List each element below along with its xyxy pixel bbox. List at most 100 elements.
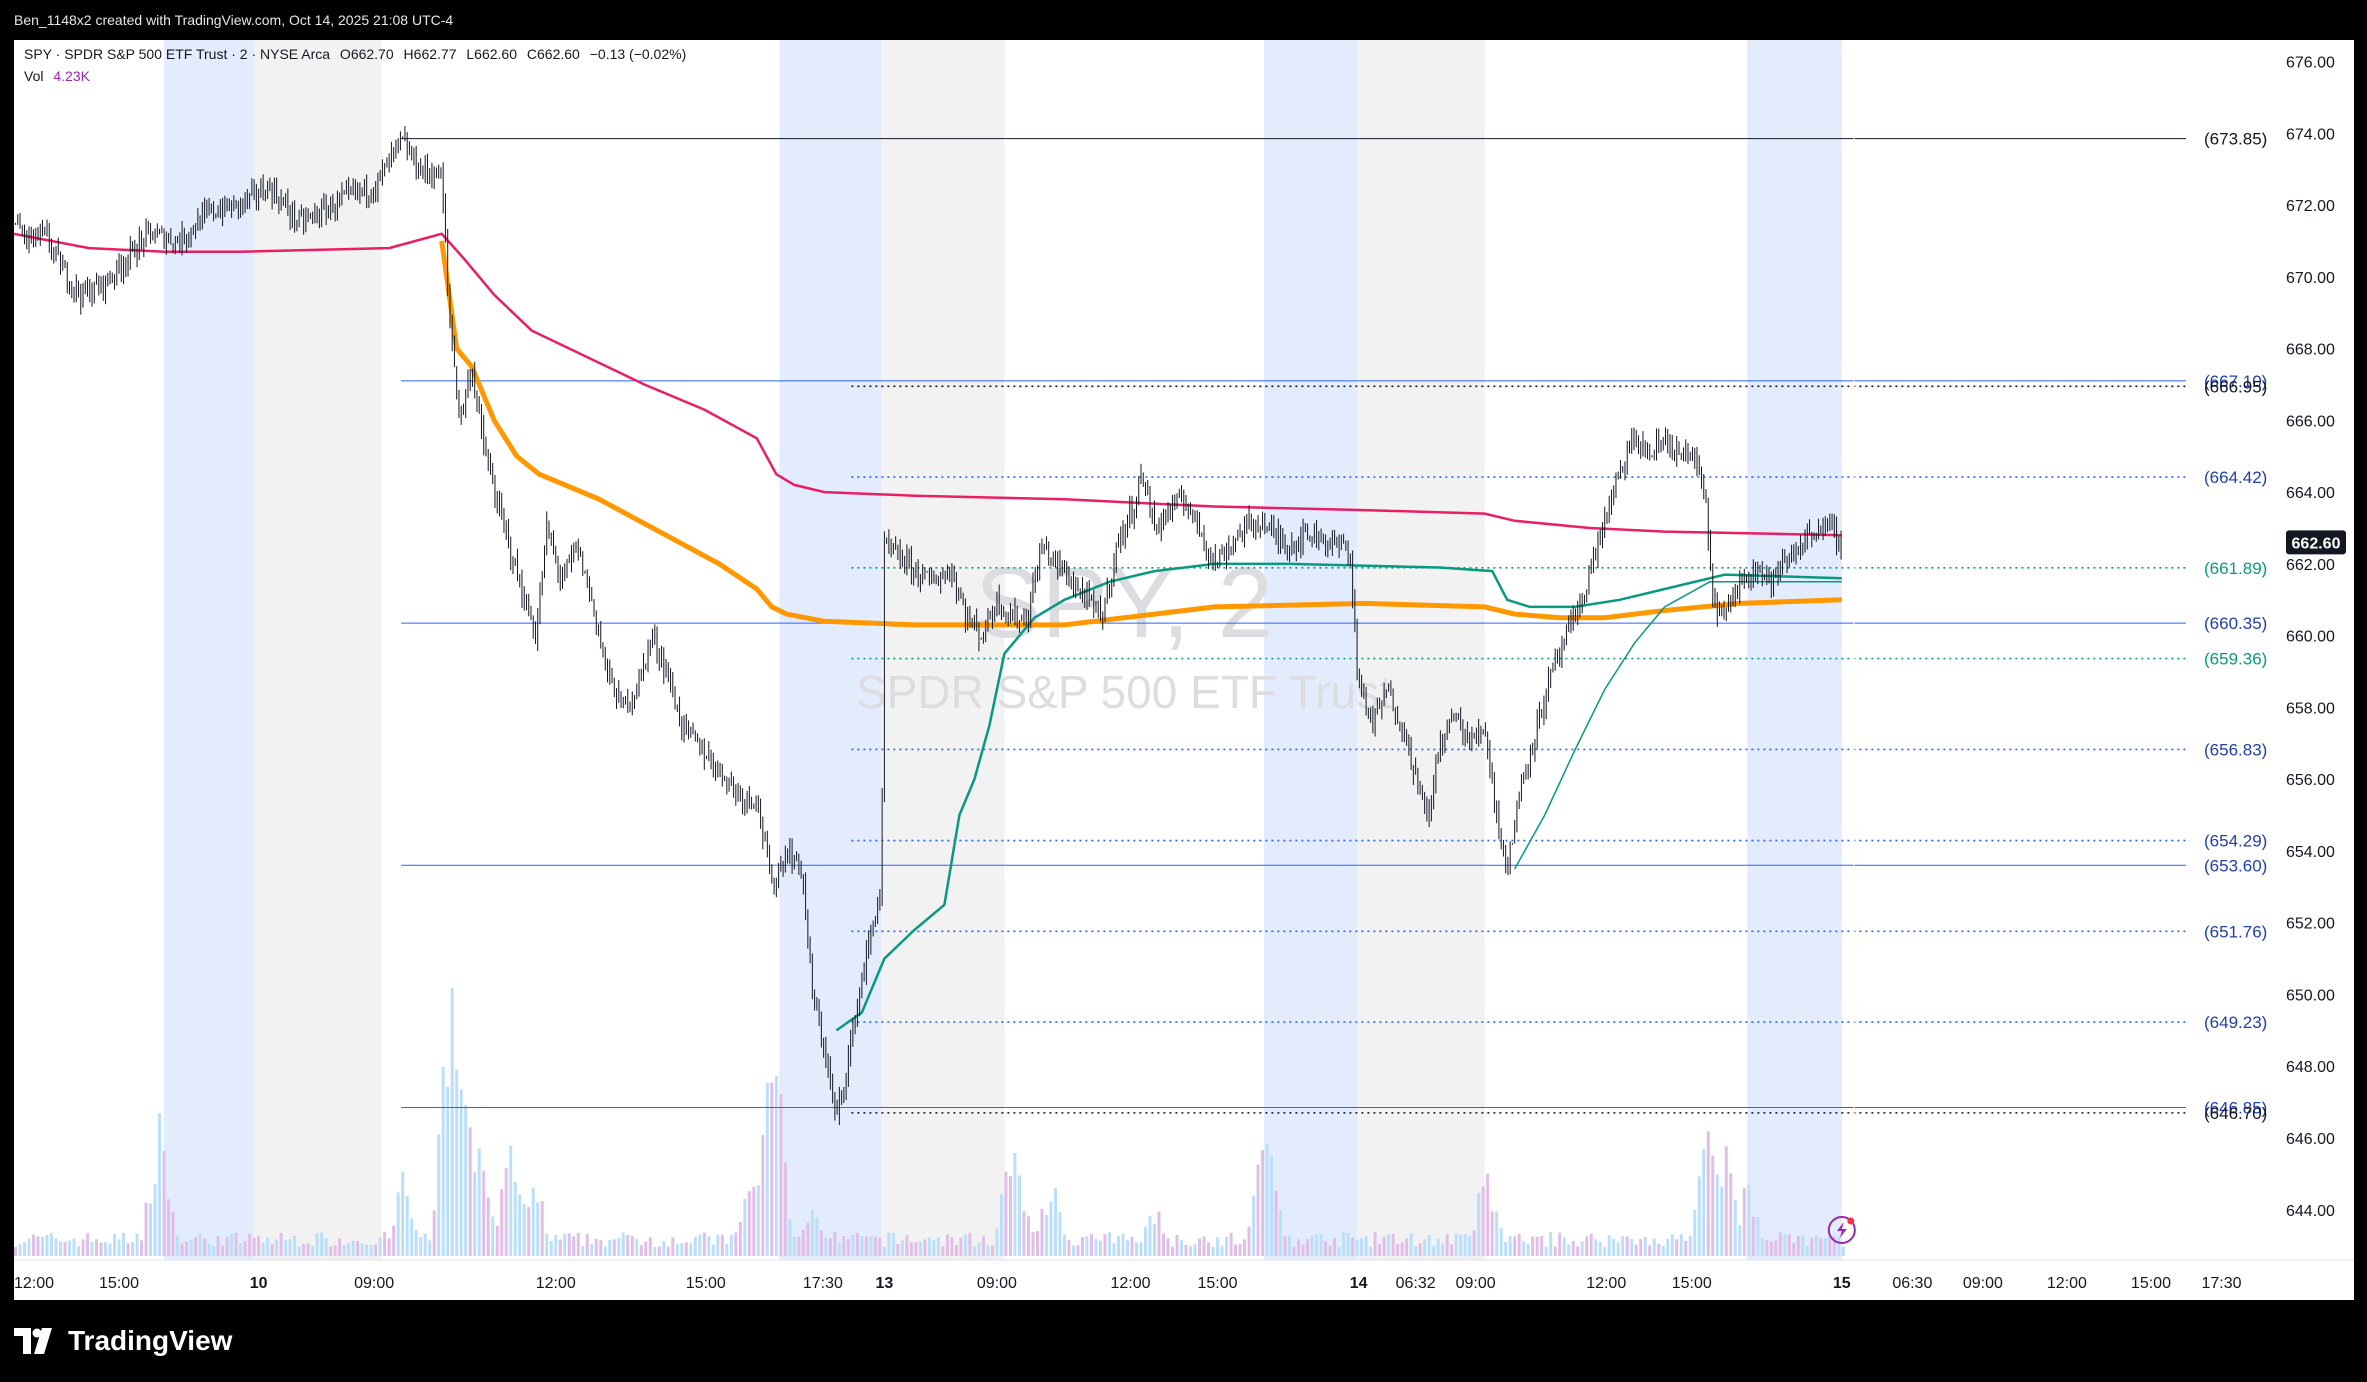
volume-bar xyxy=(509,1145,513,1256)
volume-bar xyxy=(378,1237,382,1256)
time-tick-label: 09:00 xyxy=(977,1275,1017,1292)
volume-bar xyxy=(599,1239,603,1256)
volume-bar xyxy=(1058,1212,1062,1256)
volume-bar xyxy=(1526,1243,1530,1256)
volume-bar xyxy=(765,1082,769,1256)
volume-bar xyxy=(747,1191,751,1256)
volume-bar xyxy=(1481,1186,1485,1256)
volume-bar xyxy=(1175,1234,1179,1256)
volume-bar xyxy=(1319,1234,1323,1256)
volume-bar xyxy=(932,1240,936,1256)
volume-bar xyxy=(518,1194,522,1256)
legend-close-label: C xyxy=(526,46,538,62)
volume-bar xyxy=(1017,1175,1021,1256)
volume-bar xyxy=(1279,1209,1283,1256)
volume-bar xyxy=(1756,1217,1760,1256)
level-label-13: (646.70) xyxy=(2204,1104,2267,1123)
volume-bar xyxy=(594,1238,598,1256)
volume-bar xyxy=(1198,1238,1202,1256)
volume-bar xyxy=(392,1225,396,1256)
legend-volume-row[interactable]: Vol 4.23K xyxy=(24,68,90,84)
volume-bar xyxy=(819,1230,823,1256)
volume-bar xyxy=(1369,1246,1373,1256)
time-tick-label: 13 xyxy=(875,1275,893,1292)
legend-symbol[interactable]: SPY · SPDR S&P 500 ETF Trust · 2 · NYSE … xyxy=(24,46,331,62)
session-backgrounds xyxy=(164,40,1842,1260)
volume-bar xyxy=(954,1244,958,1256)
volume-bar xyxy=(279,1232,283,1256)
legend-ohlc-row[interactable]: SPY · SPDR S&P 500 ETF Trust · 2 · NYSE … xyxy=(24,46,692,62)
volume-bar xyxy=(1697,1176,1701,1256)
volume-bar xyxy=(1220,1245,1224,1256)
volume-bar xyxy=(1688,1236,1692,1256)
volume-bar xyxy=(1238,1243,1242,1256)
volume-bar xyxy=(806,1223,810,1256)
volume-bar xyxy=(531,1187,535,1256)
volume-bar xyxy=(914,1242,918,1256)
volume-bar xyxy=(500,1189,504,1256)
watermark-symbol: SPY, 2 xyxy=(975,547,1273,659)
volume-bar xyxy=(198,1233,202,1256)
volume-bar xyxy=(1148,1215,1152,1256)
volume-bar xyxy=(1076,1245,1080,1256)
session-band-4 xyxy=(1264,40,1358,1260)
level-label-2: (666.95) xyxy=(2204,377,2267,396)
volume-bar xyxy=(1468,1235,1472,1256)
brand-footer[interactable]: TradingView xyxy=(14,1318,232,1364)
volume-bar xyxy=(311,1245,315,1256)
volume-bar xyxy=(1391,1233,1395,1256)
chart-panel[interactable]: SPY, 2 SPDR S&P 500 ETF Trust (673.85) (6… xyxy=(14,40,2354,1300)
volume-bar xyxy=(1517,1233,1521,1256)
volume-bar xyxy=(1098,1240,1102,1256)
volume-bar xyxy=(446,1087,450,1256)
volume-bar xyxy=(356,1241,360,1256)
volume-bar xyxy=(320,1232,324,1256)
volume-bar xyxy=(1067,1240,1071,1256)
volume-bar xyxy=(113,1234,117,1256)
level-label-1: (667.10) xyxy=(2204,372,2267,391)
volume-bar xyxy=(117,1239,121,1256)
level-label-4: (661.89) xyxy=(2204,559,2267,578)
volume-bar xyxy=(1459,1234,1463,1256)
volume-bar xyxy=(1189,1246,1193,1256)
volume-bar xyxy=(131,1242,135,1256)
volume-bar xyxy=(189,1239,193,1256)
volume-bar xyxy=(1594,1239,1598,1256)
volume-bar xyxy=(1274,1190,1278,1256)
volume-bar xyxy=(896,1244,900,1256)
volume-bar xyxy=(869,1236,873,1256)
price-tick-label: 666.00 xyxy=(2286,413,2335,430)
volume-bar xyxy=(536,1202,540,1256)
volume-bar xyxy=(50,1233,54,1256)
volume-bar xyxy=(995,1228,999,1256)
volume-bar xyxy=(491,1216,495,1256)
ma-orange-line xyxy=(439,240,1842,628)
volume-bar xyxy=(1144,1226,1148,1256)
volume-bar xyxy=(1283,1235,1287,1256)
price-levels: (673.85) (667.10)(666.95) (664.42) (661.89)… xyxy=(401,130,2267,1123)
volume-bar xyxy=(1184,1244,1188,1256)
volume-bar xyxy=(873,1236,877,1256)
volume-bar xyxy=(54,1238,58,1256)
volume-bar xyxy=(788,1219,792,1256)
volume-bar xyxy=(347,1243,351,1256)
volume-bar xyxy=(18,1243,22,1256)
last-price-label: 662.60 xyxy=(2292,535,2341,552)
volume-bar xyxy=(86,1233,90,1256)
volume-bar xyxy=(828,1238,832,1256)
price-axis: 644.00 646.00 648.00 650.00 652.00 654.00 656.… xyxy=(1853,40,2346,1300)
volume-bar xyxy=(1346,1232,1350,1256)
volume-bar xyxy=(698,1234,702,1256)
price-chart[interactable]: SPY, 2 SPDR S&P 500 ETF Trust (673.85)(6… xyxy=(14,40,2354,1300)
alert-lightning-glyph xyxy=(1836,1222,1847,1238)
volume-bar xyxy=(671,1237,675,1256)
volume-bar xyxy=(648,1237,652,1256)
volume-bar xyxy=(437,1134,441,1256)
volume-bar xyxy=(1423,1239,1427,1256)
volume-bar xyxy=(216,1236,220,1256)
legend-close: 662.60 xyxy=(537,46,580,62)
volume-bar xyxy=(144,1202,148,1256)
volume-bar xyxy=(684,1242,688,1256)
session-band-5 xyxy=(1357,40,1485,1260)
price-tick-label: 664.00 xyxy=(2286,485,2335,502)
